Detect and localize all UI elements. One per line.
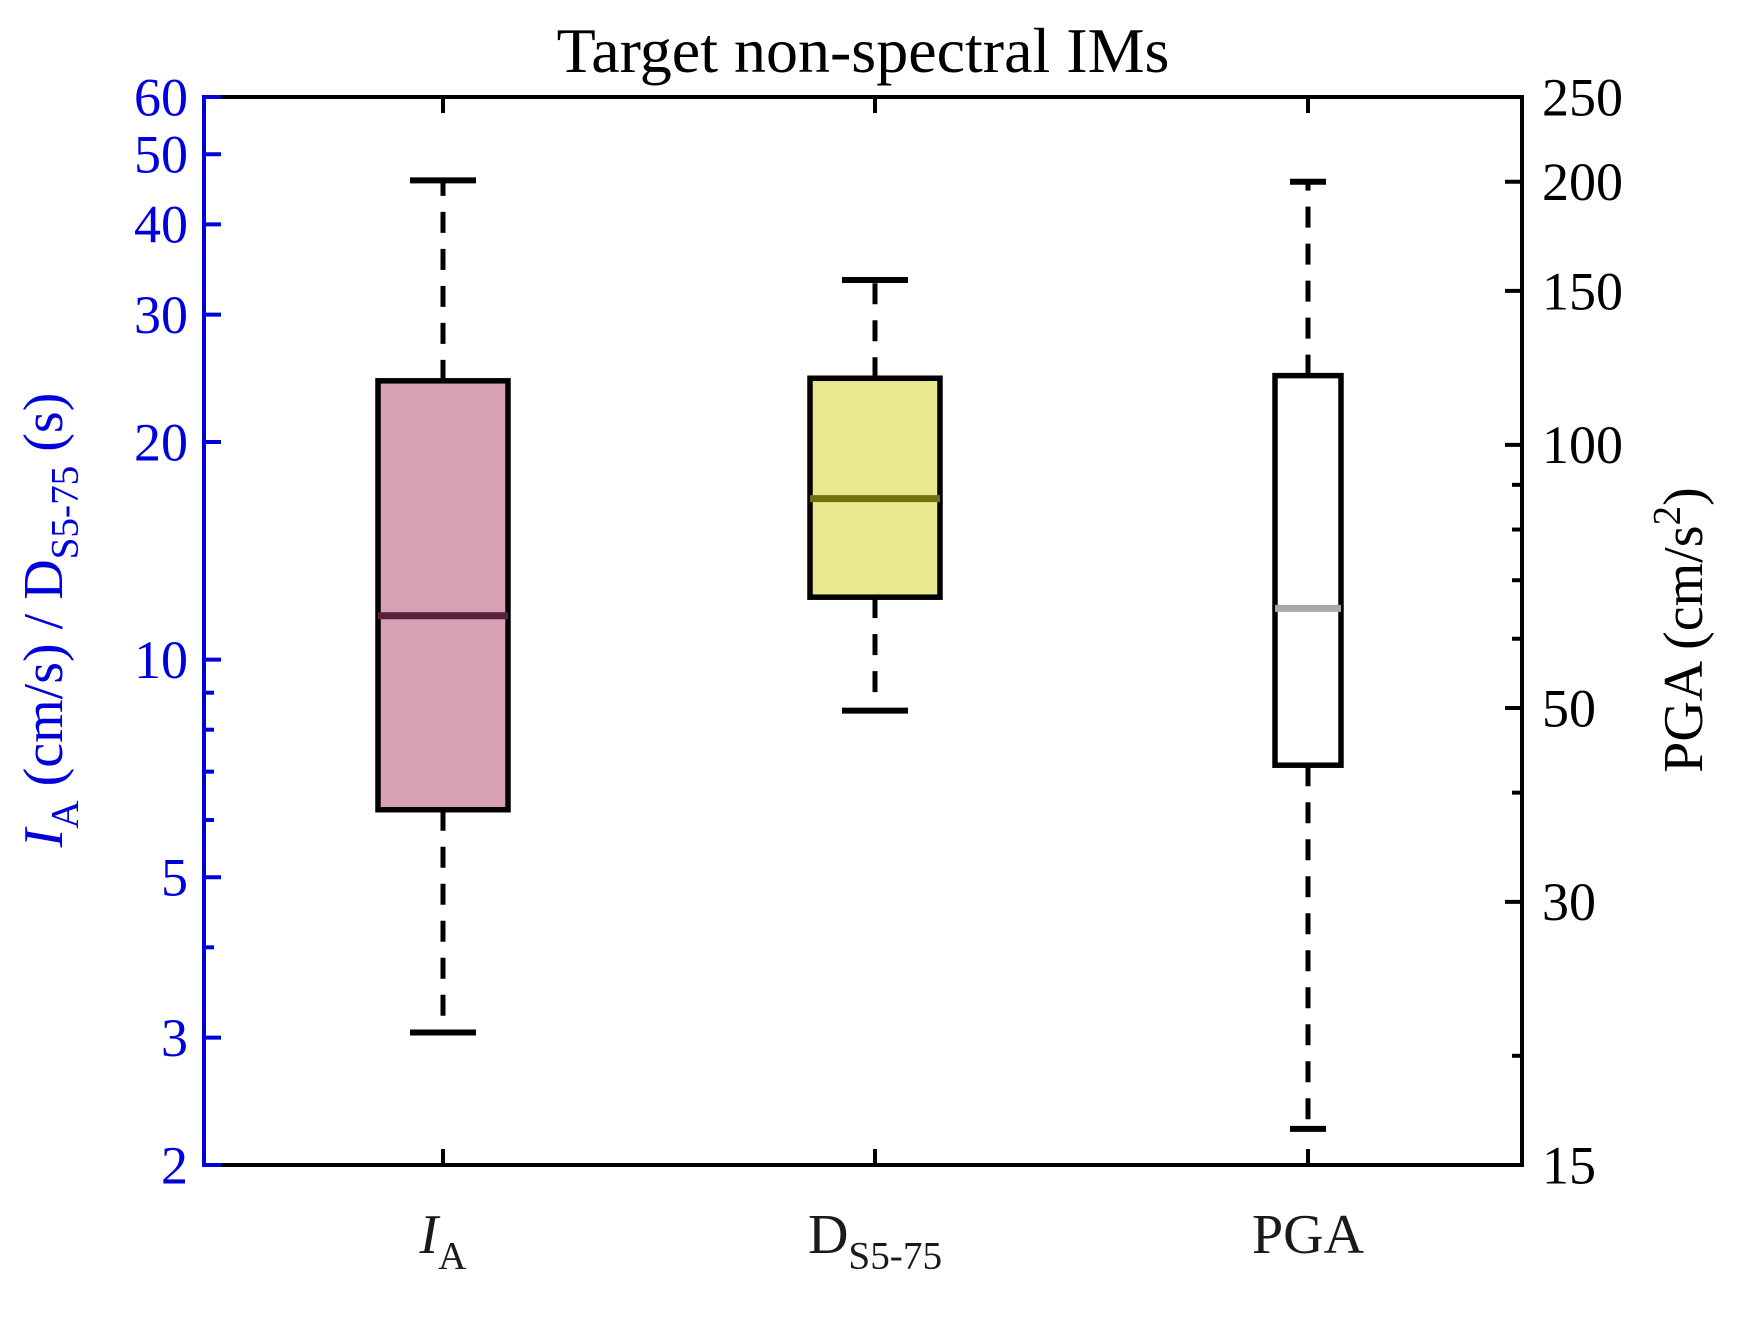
right-axis-tick-label: 250: [1542, 67, 1623, 127]
box-rect: [807, 375, 943, 600]
left-axis-tick-label: 5: [161, 848, 188, 908]
boxplot-ia: [375, 177, 511, 1036]
left-axis-tick-label: 20: [134, 412, 188, 472]
left-axis-tick-label: 2: [161, 1135, 188, 1195]
left-axis-tick-label: 50: [134, 125, 188, 185]
left-axis-tick-label: 30: [134, 285, 188, 345]
box-rect: [1272, 372, 1344, 768]
x-category-label-ia: IA: [419, 1204, 468, 1278]
boxplot-pga: [1272, 178, 1344, 1132]
left-axis-tick-label: 10: [134, 630, 188, 690]
right-axis-tick-label: 100: [1542, 415, 1623, 475]
right-axis-title: PGA (cm/s2): [1646, 487, 1715, 773]
left-axis-title: IA (cm/s) / DS5-75 (s): [13, 393, 87, 849]
right-axis-tick-label: 150: [1542, 261, 1623, 321]
x-category-label-ds5-75: DS5-75: [808, 1204, 942, 1278]
right-axis-tick-label: 15: [1542, 1135, 1596, 1195]
left-axis-tick-label: 3: [161, 1008, 188, 1068]
chart-title: Target non-spectral IMs: [557, 15, 1170, 86]
left-axis-tick-label: 40: [134, 195, 188, 255]
boxplot-ds5-75: [807, 277, 943, 714]
box-rect: [375, 378, 511, 813]
right-axis-tick-label: 50: [1542, 678, 1596, 738]
right-axis-tick-label: 30: [1542, 872, 1596, 932]
left-axis-tick-label: 60: [134, 67, 188, 127]
x-category-label-pga: PGA: [1252, 1204, 1365, 1266]
right-axis-tick-label: 200: [1542, 152, 1623, 212]
